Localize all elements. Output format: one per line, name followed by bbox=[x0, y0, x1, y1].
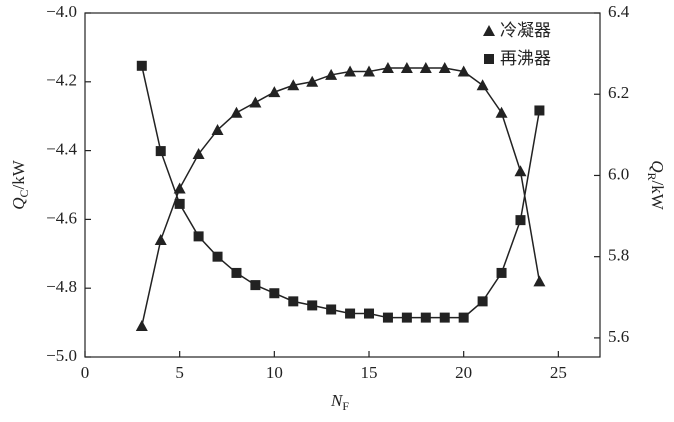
x-axis-label: NF bbox=[330, 391, 349, 413]
y2-label-unit: /kW bbox=[648, 181, 667, 211]
series-line bbox=[141, 67, 541, 327]
square-marker bbox=[193, 231, 204, 242]
plot-frame bbox=[84, 12, 601, 358]
square-marker bbox=[439, 312, 450, 323]
square-marker bbox=[382, 312, 393, 323]
x-label-main: N bbox=[330, 391, 344, 410]
triangle-marker bbox=[381, 62, 394, 74]
y-tick-label: −4.4 bbox=[46, 140, 77, 159]
triangle-marker bbox=[249, 96, 262, 108]
triangle-marker bbox=[438, 62, 451, 74]
x-tick-label: 20 bbox=[455, 363, 472, 382]
y-tick-label: −4.8 bbox=[46, 277, 77, 296]
square-marker bbox=[477, 296, 488, 307]
x-tick-label: 15 bbox=[361, 363, 378, 382]
y-tick-label: −4.0 bbox=[46, 2, 77, 21]
square-marker bbox=[401, 312, 412, 323]
triangle-marker bbox=[419, 62, 432, 74]
triangle-marker bbox=[230, 106, 243, 118]
y2-tick-label: 6.0 bbox=[608, 164, 629, 183]
square-marker bbox=[420, 312, 431, 323]
square-marker bbox=[496, 267, 507, 278]
triangle-marker bbox=[192, 148, 205, 160]
y2-tick-label: 5.6 bbox=[608, 327, 629, 346]
y-label-sub: C bbox=[17, 189, 31, 197]
x-tick-label: 25 bbox=[550, 363, 567, 382]
square-marker bbox=[345, 308, 356, 319]
triangle-marker bbox=[173, 182, 186, 194]
square-marker bbox=[307, 300, 318, 311]
triangle-marker bbox=[514, 165, 527, 177]
y2-tick-label: 6.4 bbox=[608, 2, 630, 21]
series-line bbox=[141, 65, 541, 319]
square-marker bbox=[515, 215, 526, 226]
triangle-marker bbox=[211, 123, 224, 135]
triangle-marker bbox=[533, 275, 546, 287]
square-marker bbox=[155, 146, 166, 157]
square-marker bbox=[288, 296, 299, 307]
y-label-unit: /kW bbox=[9, 159, 28, 189]
triangle-marker bbox=[154, 234, 167, 246]
square-marker bbox=[364, 308, 375, 319]
square-marker bbox=[534, 105, 545, 116]
y-tick-label: −4.2 bbox=[46, 71, 77, 90]
x-label-sub: F bbox=[342, 399, 349, 413]
x-tick-label: 10 bbox=[266, 363, 283, 382]
y2-tick-label: 6.2 bbox=[608, 83, 629, 102]
triangle-marker bbox=[268, 86, 281, 98]
triangle-marker bbox=[135, 320, 148, 332]
triangle-marker bbox=[287, 79, 300, 91]
square-marker bbox=[231, 267, 242, 278]
x-tick-label: 5 bbox=[175, 363, 184, 382]
y-tick-label: −4.6 bbox=[46, 208, 77, 227]
legend-marker bbox=[484, 54, 494, 64]
legend-label: 再沸器 bbox=[500, 49, 551, 69]
y-tick-label: −5.0 bbox=[46, 346, 77, 365]
square-marker bbox=[326, 304, 337, 315]
y-label-main: Q bbox=[9, 198, 28, 210]
triangle-marker bbox=[363, 65, 376, 77]
triangle-marker bbox=[495, 106, 508, 118]
y2-tick-label: 5.8 bbox=[608, 246, 629, 265]
triangle-marker bbox=[344, 65, 357, 77]
square-marker bbox=[269, 288, 280, 299]
x-tick-label: 0 bbox=[81, 363, 90, 382]
triangle-marker bbox=[325, 68, 338, 80]
legend-label: 冷凝器 bbox=[500, 21, 551, 41]
y2-label-sub: R bbox=[645, 172, 659, 180]
y-axis-label: QC/kW bbox=[9, 159, 31, 210]
square-marker bbox=[458, 312, 469, 323]
square-marker bbox=[250, 280, 261, 291]
triangle-marker bbox=[457, 65, 470, 77]
y2-axis-label: QR/kW bbox=[645, 160, 667, 211]
triangle-marker bbox=[306, 75, 319, 87]
square-marker bbox=[212, 251, 223, 262]
triangle-marker bbox=[476, 79, 489, 91]
y2-label-main: Q bbox=[648, 160, 667, 172]
triangle-marker bbox=[400, 62, 413, 74]
square-marker bbox=[136, 60, 147, 71]
square-marker bbox=[174, 198, 185, 209]
legend-marker bbox=[483, 25, 495, 36]
